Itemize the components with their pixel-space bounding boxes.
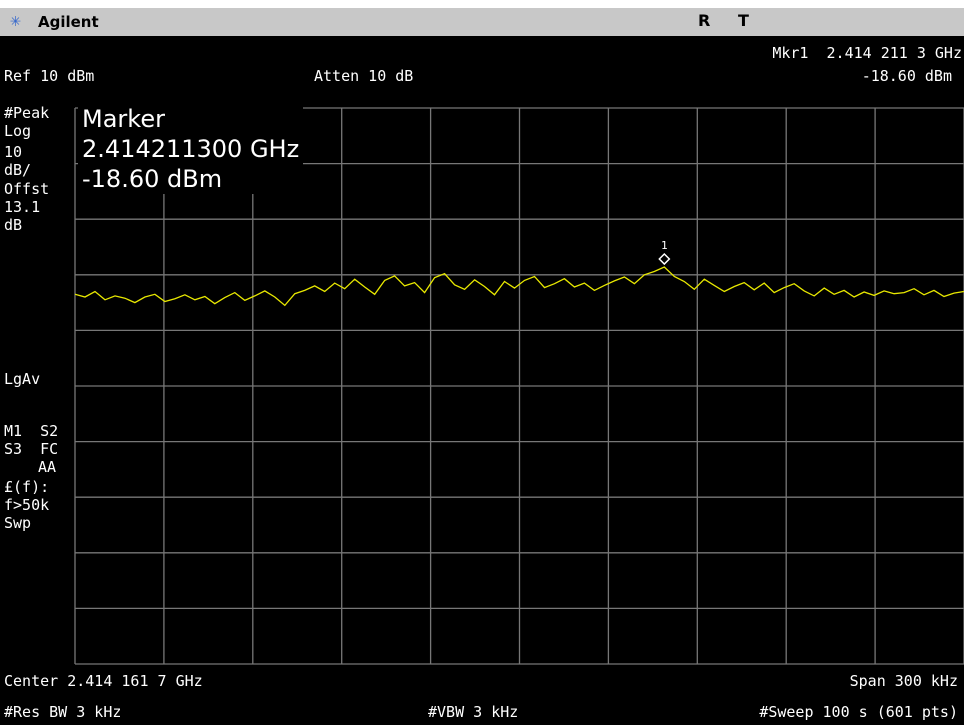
marker-box: Marker 2.414211300 GHz -18.60 dBm — [78, 104, 304, 194]
side-label: Offst — [4, 180, 50, 198]
brand: Agilent — [38, 13, 99, 31]
status-t: T — [738, 11, 749, 30]
marker-amplitude-box: -18.60 dBm — [82, 165, 223, 193]
span: Span 300 kHz — [849, 672, 958, 690]
side-label: Swp — [4, 514, 32, 532]
marker-title: Marker — [82, 105, 165, 133]
side-label: dB — [4, 216, 23, 234]
vbw: #VBW 3 kHz — [428, 703, 519, 721]
side-label: S3 FC — [4, 440, 59, 458]
side-label: dB/ — [4, 161, 32, 179]
status-r: R — [698, 11, 711, 30]
marker-amplitude: -18.60 dBm — [861, 67, 952, 85]
ref-level: Ref 10 dBm — [4, 67, 95, 85]
top-strip — [0, 0, 964, 8]
title-bar: ✳ Agilent R T — [0, 8, 964, 36]
marker-diamond — [658, 252, 671, 266]
res-bw: #Res BW 3 kHz — [4, 703, 122, 721]
side-label: Log — [4, 122, 32, 140]
marker-readout: Mkr1 2.414 211 3 GHz — [772, 44, 962, 62]
side-label: f>50k — [4, 496, 50, 514]
side-label: #Peak — [4, 104, 50, 122]
sweep: #Sweep 100 s (601 pts) — [759, 703, 958, 721]
side-label: AA — [38, 458, 57, 476]
trace — [74, 266, 964, 307]
center: Center 2.414 161 7 GHz — [4, 672, 203, 690]
side-label: 10 — [4, 143, 23, 161]
attenuation: Atten 10 dB — [314, 67, 414, 85]
side-label: £(f): — [4, 478, 50, 496]
side-label: LgAv — [4, 370, 41, 388]
logo: ✳ — [10, 10, 21, 31]
marker-frequency: 2.414211300 GHz — [82, 135, 300, 163]
side-label: 13.1 — [4, 198, 41, 216]
marker-label: 1 — [661, 239, 668, 252]
side-label: M1 S2 — [4, 422, 59, 440]
